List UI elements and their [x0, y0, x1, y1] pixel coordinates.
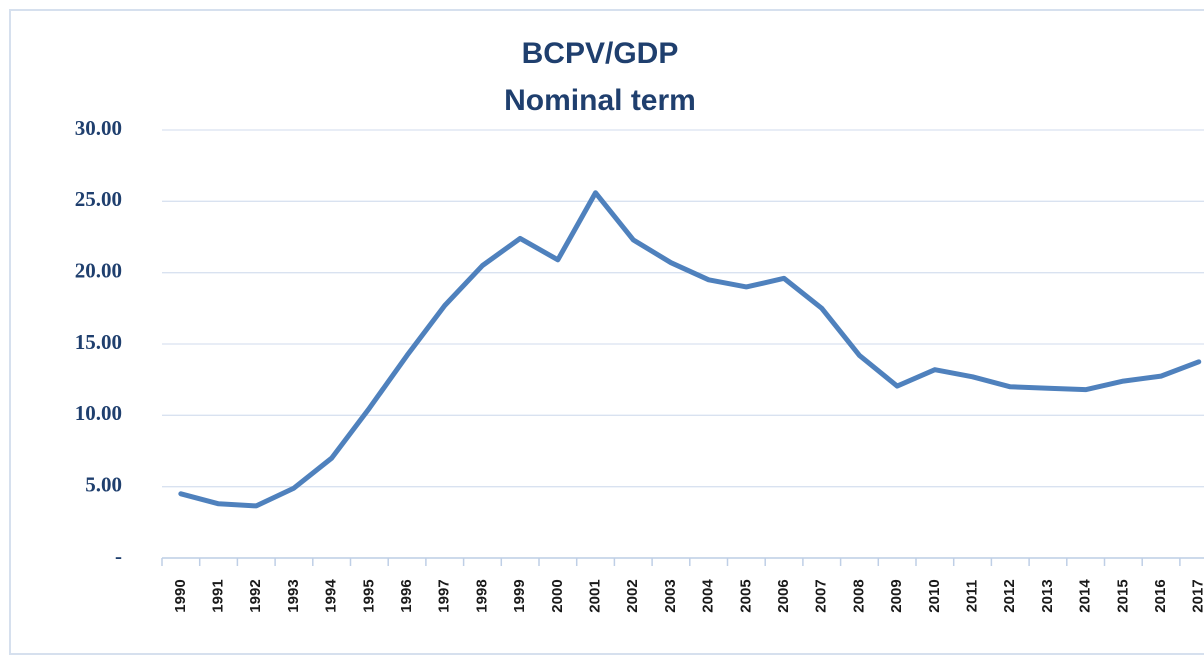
y-tick-label: 10.00: [75, 401, 122, 425]
chart-subtitle: Nominal term: [504, 84, 696, 117]
x-tick-label: 2005: [737, 579, 754, 612]
chart-border: [9, 9, 1204, 655]
y-tick-label: 15.00: [75, 330, 122, 354]
x-tick-label: 2012: [1001, 579, 1018, 612]
x-tick-label: 2017: [1190, 579, 1204, 612]
x-tick-label: 1990: [172, 579, 189, 612]
x-tick-label: 1994: [323, 579, 340, 613]
x-tick-label: 1991: [210, 579, 227, 612]
x-tick-label: 1993: [285, 579, 302, 612]
chart-title: BCPV/GDP: [522, 37, 679, 70]
x-tick-label: 2009: [888, 579, 905, 612]
x-tick-label: 2004: [700, 579, 717, 613]
x-tick-label: 2006: [775, 579, 792, 612]
x-tick-label: 2003: [662, 579, 679, 612]
y-tick-label: 30.00: [75, 116, 122, 140]
x-tick-label: 1995: [360, 579, 377, 612]
y-tick-label: 5.00: [85, 472, 122, 496]
x-tick-label: 1998: [473, 579, 490, 612]
x-tick-label: 1992: [247, 579, 264, 612]
x-tick-label: 2010: [926, 579, 943, 612]
x-tick-label: 2007: [813, 579, 830, 612]
x-tick-label: 2001: [587, 579, 604, 612]
y-tick-label: -: [115, 544, 122, 568]
y-tick-label: 25.00: [75, 187, 122, 211]
x-tick-label: 2014: [1077, 579, 1094, 613]
x-tick-label: 1996: [398, 579, 415, 612]
x-tick-label: 2002: [624, 579, 641, 612]
x-tick-label: 2015: [1114, 579, 1131, 612]
x-tick-label: 2016: [1152, 579, 1169, 612]
x-tick-label: 1997: [436, 579, 453, 612]
x-tick-label: 2008: [850, 579, 867, 612]
line-series: [178, 190, 1202, 509]
x-tick-label: 2000: [549, 579, 566, 612]
x-tick-label: 2011: [964, 580, 981, 613]
x-tick-label: 1999: [511, 579, 528, 612]
x-tick-label: 2013: [1039, 579, 1056, 612]
y-tick-label: 20.00: [75, 258, 122, 282]
